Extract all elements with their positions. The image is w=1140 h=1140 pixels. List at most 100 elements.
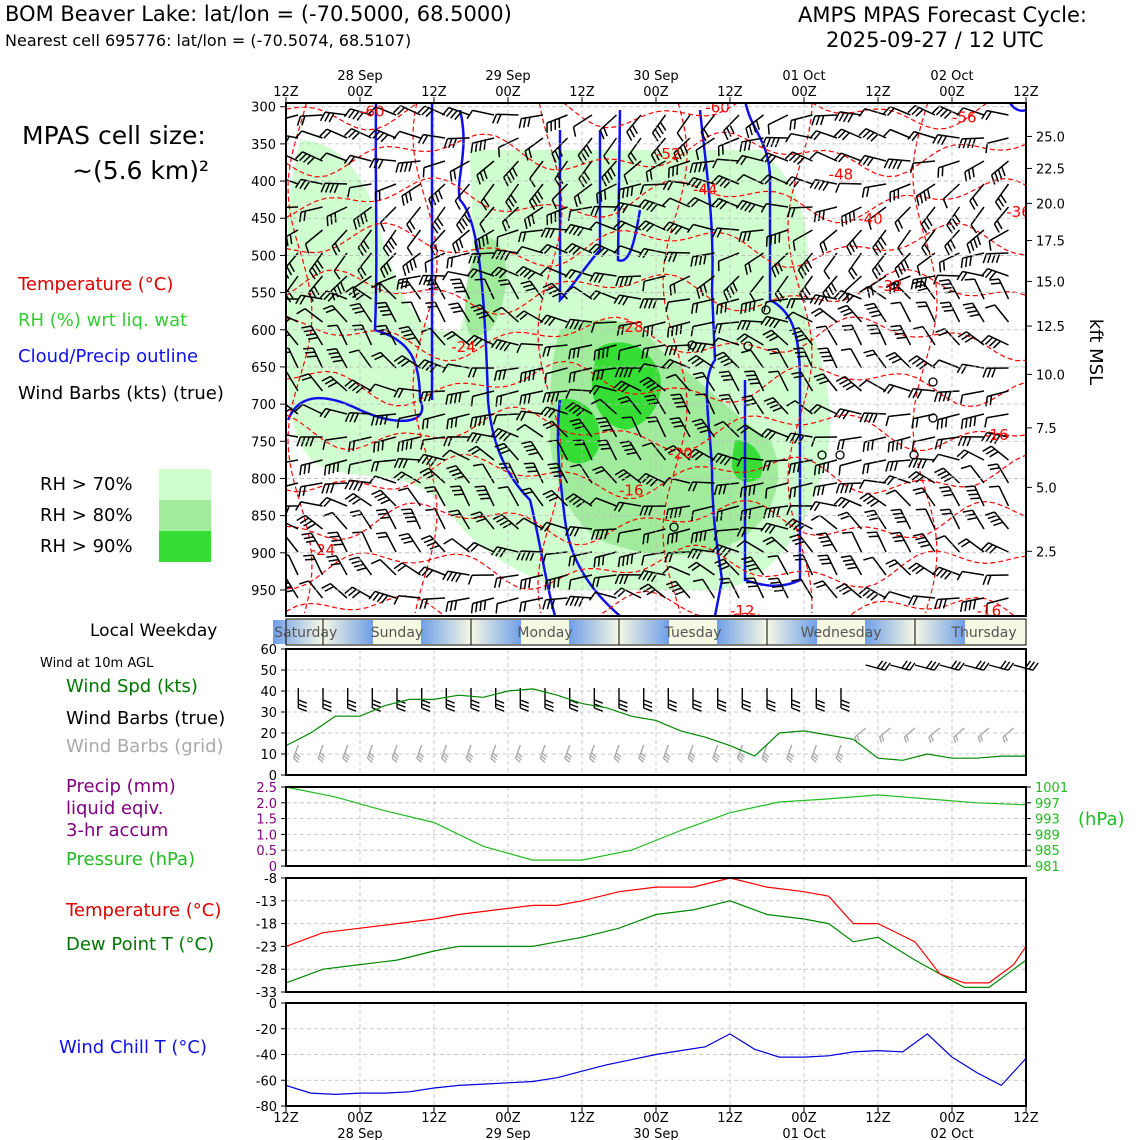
upper-wind-barb xyxy=(442,363,470,373)
grid-wind-barb xyxy=(564,744,573,763)
grid-wind-barb xyxy=(514,744,523,763)
upper-wind-barb xyxy=(419,467,446,484)
upper-wind-barb xyxy=(528,183,544,211)
y-tick-label: -28 xyxy=(256,963,277,978)
upper-wind-barb xyxy=(835,482,862,494)
upper-wind-barb xyxy=(789,482,813,499)
upper-wind-barb xyxy=(301,532,324,553)
y-tick-label: 0.5 xyxy=(256,844,277,859)
upper-wind-barb xyxy=(333,252,348,280)
upper-wind-barb xyxy=(370,413,397,426)
upper-wind-barb xyxy=(294,178,323,191)
upper-wind-barb xyxy=(935,328,961,346)
upper-wind-barb xyxy=(840,206,862,227)
upper-wind-barb xyxy=(982,445,1009,461)
upper-wind-barb xyxy=(838,459,862,476)
upper-wind-barb xyxy=(298,482,323,497)
upper-wind-barb xyxy=(717,252,740,272)
upper-wind-barb xyxy=(957,331,985,346)
grid-wind-barb xyxy=(1002,727,1015,744)
upper-wind-barb xyxy=(470,137,495,153)
grid-wind-barb xyxy=(342,744,351,763)
upper-wind-barb xyxy=(589,272,617,284)
grid-wind-barb xyxy=(539,744,548,763)
grid-wind-barb xyxy=(465,744,474,763)
grid-wind-barb xyxy=(786,744,795,763)
y-tick-label: 2.5 xyxy=(256,781,277,796)
temperature-contour-labels: -60 -60 -56 -52 -48 -44 -40 -36 -32 -28 -24 -20 -16 -… xyxy=(311,102,1026,616)
upper-wind-barb xyxy=(417,133,446,145)
upper-wind-barb xyxy=(797,252,814,279)
upper-wind-barb xyxy=(960,464,985,484)
pressure-tick-label: 650 xyxy=(251,361,276,376)
upper-wind-barb xyxy=(691,298,715,314)
date-label: 30 Sep xyxy=(633,69,678,84)
upper-wind-barb xyxy=(617,344,642,361)
upper-wind-barb xyxy=(637,220,666,233)
upper-wind-barb xyxy=(617,183,642,200)
upper-wind-barb xyxy=(319,128,348,139)
upper-wind-barb xyxy=(798,275,814,303)
upper-wind-barb xyxy=(959,390,985,405)
upper-wind-barb xyxy=(554,160,569,188)
upper-wind-barb xyxy=(368,128,397,143)
upper-wind-barb xyxy=(815,325,838,346)
upper-wind-barb xyxy=(286,371,299,392)
upper-wind-barb xyxy=(590,398,618,415)
upper-wind-barb xyxy=(397,436,421,452)
cell-size-value: ~(5.6 km)² xyxy=(72,156,210,185)
upper-wind-barb xyxy=(956,449,985,461)
upper-wind-barb xyxy=(744,577,765,599)
upper-wind-barb xyxy=(596,183,617,204)
upper-wind-barb xyxy=(296,307,323,323)
upper-wind-barb xyxy=(523,462,544,484)
upper-wind-barb xyxy=(523,206,544,229)
upper-wind-barb xyxy=(908,595,936,606)
upper-wind-barb xyxy=(809,403,838,415)
upper-wind-barb xyxy=(599,114,618,140)
local-weekday-label: Local Weekday xyxy=(90,621,218,641)
upper-wind-barb xyxy=(936,413,960,430)
upper-wind-barb xyxy=(614,469,642,484)
upper-wind-barb xyxy=(539,521,568,532)
upper-wind-barb xyxy=(443,538,470,553)
wind-barbs-true-label: Wind Barbs (true) xyxy=(66,708,226,729)
upper-wind-barb xyxy=(564,525,593,537)
y-tick-label: 60 xyxy=(260,643,277,658)
upper-wind-barb xyxy=(666,528,691,545)
upper-wind-barb xyxy=(736,319,764,331)
upper-wind-barb xyxy=(931,359,960,369)
kft-tick-label: 2.5 xyxy=(1036,545,1057,560)
upper-wind-barb xyxy=(920,206,936,234)
time-tick-label: 00Z xyxy=(347,1111,373,1126)
upper-wind-barb xyxy=(295,501,323,511)
y-tick-label: -23 xyxy=(256,940,277,955)
temperature-contour-label: -60 xyxy=(360,102,385,120)
upper-wind-barb xyxy=(520,280,544,300)
rh-shading xyxy=(288,140,831,590)
upper-wind-barb xyxy=(744,370,765,392)
upper-wind-barb xyxy=(397,280,422,300)
upper-wind-barb xyxy=(615,275,642,287)
upper-wind-barb xyxy=(738,229,764,243)
upper-wind-barb xyxy=(937,160,960,178)
y-tick-label: 40 xyxy=(260,685,277,700)
upper-wind-barb xyxy=(441,106,470,121)
true-wind-barb xyxy=(815,688,825,712)
upper-wind-barb xyxy=(793,554,814,576)
pressure-tick-label: 600 xyxy=(251,324,276,339)
kft-tick-label: 5.0 xyxy=(1036,481,1057,496)
upper-wind-barb xyxy=(907,130,936,142)
upper-wind-barb xyxy=(687,341,715,354)
upper-wind-barb xyxy=(809,500,838,512)
date-label: 29 Sep xyxy=(485,69,530,84)
upper-wind-barb xyxy=(882,475,911,486)
legend-rh: RH (%) wrt liq. wat xyxy=(18,310,188,331)
upper-wind-barb xyxy=(303,554,324,576)
upper-wind-barb xyxy=(722,275,740,302)
true-wind-barb xyxy=(840,688,850,712)
upper-wind-barb xyxy=(935,535,961,553)
temperature-contour xyxy=(286,406,1026,452)
upper-wind-barb xyxy=(819,229,838,254)
upper-wind-barb xyxy=(547,462,569,484)
